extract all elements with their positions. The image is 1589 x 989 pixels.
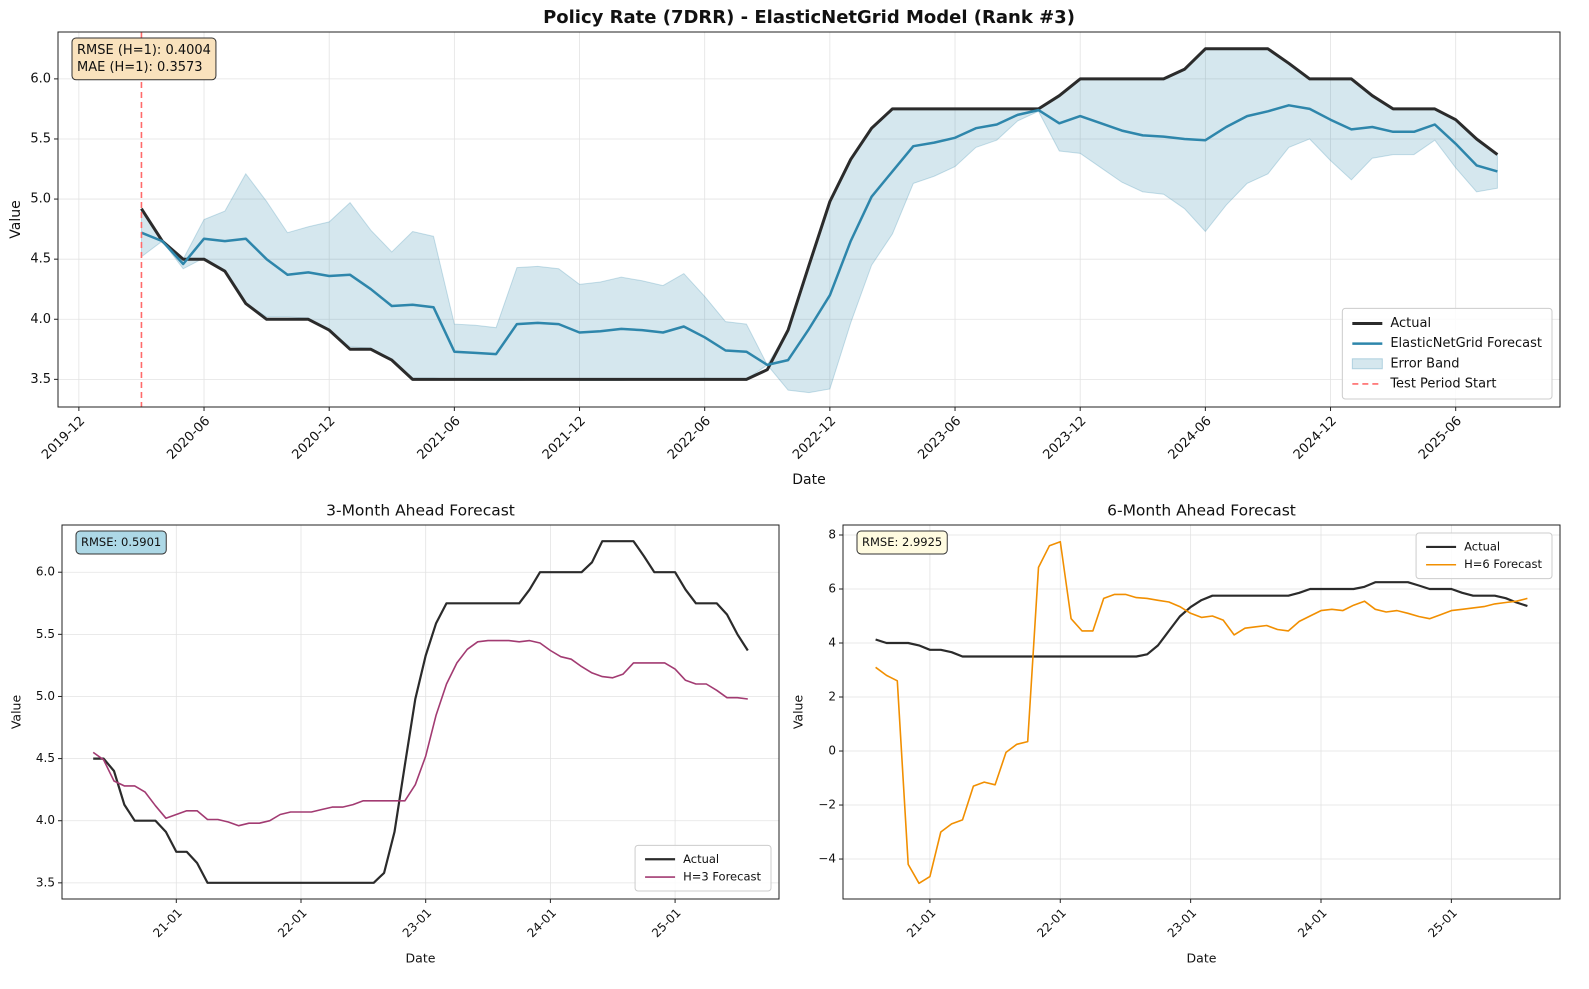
y-axis-label: Value (791, 695, 806, 730)
y-tick-label: 2 (828, 690, 836, 704)
x-tick-label: 23-01 (400, 906, 435, 941)
metric-text: MAE (H=1): 0.3573 (77, 60, 203, 75)
x-tick-label: 2024-12 (1291, 414, 1340, 463)
legend-swatch (1351, 358, 1383, 370)
x-tick-label: 21-01 (904, 906, 939, 941)
legend-label: Actual (1464, 539, 1500, 553)
x-tick-label: 23-01 (1165, 906, 1200, 941)
metric-text: RMSE: 0.5901 (81, 535, 161, 549)
legend-label: ElasticNetGrid Forecast (1390, 336, 1542, 351)
x-tick-label: 2024-06 (1166, 414, 1215, 463)
x-tick-label: 2021-06 (415, 414, 464, 463)
legend-box (634, 844, 772, 892)
series-line (875, 581, 1528, 658)
y-tick-label: 4 (828, 636, 836, 650)
x-tick-label: 2022-06 (665, 414, 714, 463)
y-tick-label: 3.5 (30, 372, 51, 387)
y-tick-label: 4.5 (30, 252, 51, 267)
x-axis-label: Date (1187, 951, 1217, 966)
x-axis-label: Date (406, 951, 436, 966)
subplot: Policy Rate (7DRR) - ElasticNetGrid Mode… (8, 7, 1561, 488)
y-axis-label: Value (9, 695, 24, 730)
x-tick-label: 2023-06 (915, 414, 964, 463)
plot-frame (57, 31, 1561, 408)
y-tick-label: −4 (818, 852, 836, 866)
error-band (140, 48, 1498, 394)
legend-label: Actual (1390, 316, 1431, 331)
y-tick-label: 6.0 (30, 71, 51, 86)
legend: Actual H=6 Forecast (1415, 532, 1553, 580)
y-tick-label: 4.0 (36, 813, 55, 827)
legend: Actual ElasticNetGrid Forecast Error Band T… (1341, 307, 1553, 400)
x-tick-label: 2020-12 (289, 414, 338, 463)
chart-title: 6-Month Ahead Forecast (1107, 502, 1296, 520)
legend: Actual H=3 Forecast (634, 844, 772, 892)
series-line (140, 104, 1498, 367)
legend-box (1341, 307, 1553, 400)
y-tick-label: 6.0 (36, 565, 55, 579)
x-tick-label: 24-01 (524, 906, 559, 941)
subplot: 3-Month Ahead Forecast 3.5 4.0 4.5 5.0 5.5 6.0… (9, 502, 780, 966)
subplot: 6-Month Ahead Forecast −4 −2 0 2 4 6 8 21-01 22-0… (791, 502, 1561, 966)
chart-title: 3-Month Ahead Forecast (326, 502, 515, 520)
metric-box-bg (71, 37, 217, 81)
y-tick-label: 4.0 (30, 312, 51, 327)
x-tick-label: 22-01 (275, 906, 310, 941)
metric-text: RMSE: 2.9925 (862, 535, 942, 549)
legend-label: Actual (683, 852, 719, 866)
x-tick-label: 2022-12 (790, 414, 839, 463)
metric-box: RMSE (H=1): 0.4004 MAE (H=1): 0.3573 (71, 37, 217, 81)
x-tick-label: 25-01 (1425, 906, 1460, 941)
series-line (140, 47, 1499, 381)
x-axis-label: Date (792, 472, 825, 488)
plot-frame (61, 524, 780, 900)
x-tick-label: 2025-06 (1416, 414, 1465, 463)
chart-title: Policy Rate (7DRR) - ElasticNetGrid Mode… (543, 7, 1075, 28)
legend-box (1415, 532, 1553, 580)
plot-frame (842, 524, 1561, 900)
y-tick-label: 5.5 (30, 131, 51, 146)
x-tick-label: 2021-12 (540, 414, 589, 463)
legend-label: H=3 Forecast (683, 870, 761, 884)
y-tick-label: 4.5 (36, 751, 55, 765)
legend-label: Test Period Start (1389, 376, 1496, 391)
y-tick-label: 0 (828, 744, 836, 758)
y-tick-label: 8 (828, 527, 836, 541)
x-tick-label: 21-01 (150, 906, 185, 941)
x-tick-label: 25-01 (649, 906, 684, 941)
x-tick-label: 24-01 (1295, 906, 1330, 941)
metric-text: RMSE (H=1): 0.4004 (77, 43, 211, 58)
y-tick-label: 6 (828, 581, 836, 595)
x-tick-label: 2023-12 (1040, 414, 1089, 463)
y-tick-label: 5.0 (30, 192, 51, 207)
y-tick-label: 3.5 (36, 875, 55, 889)
series-line (92, 639, 748, 827)
metric-box: RMSE: 0.5901 (75, 530, 167, 555)
metric-box-bg (75, 530, 167, 555)
x-tick-label: 22-01 (1034, 906, 1069, 941)
legend-label: Error Band (1390, 356, 1459, 371)
legend-label: H=6 Forecast (1464, 557, 1542, 571)
y-tick-label: 5.5 (36, 627, 55, 641)
y-tick-label: 5.0 (36, 689, 55, 703)
x-tick-label: 2019-12 (39, 414, 88, 463)
metric-box: RMSE: 2.9925 (856, 530, 948, 555)
series-line (875, 540, 1528, 885)
y-axis-label: Value (8, 200, 24, 238)
y-tick-label: −2 (818, 798, 836, 812)
x-tick-label: 2020-06 (164, 414, 213, 463)
metric-box-bg (856, 530, 948, 555)
series-line (93, 540, 749, 884)
